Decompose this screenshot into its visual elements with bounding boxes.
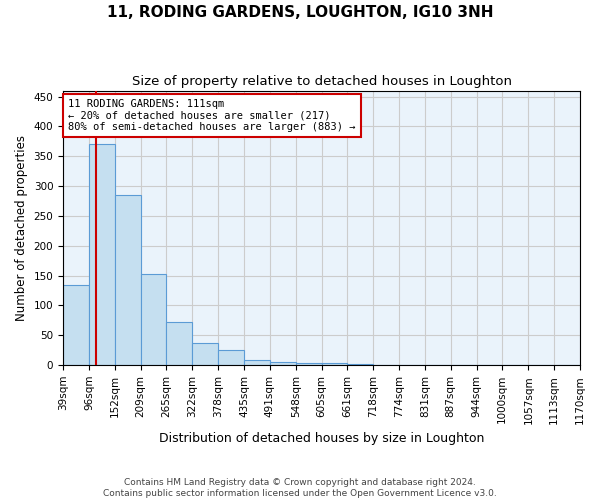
X-axis label: Distribution of detached houses by size in Loughton: Distribution of detached houses by size …: [159, 432, 484, 445]
Bar: [63, 284, 89, 365]
Bar: [296, 363, 322, 365]
Bar: [115, 195, 141, 365]
Text: 11 RODING GARDENS: 111sqm
← 20% of detached houses are smaller (217)
80% of semi: 11 RODING GARDENS: 111sqm ← 20% of detac…: [68, 99, 356, 132]
Bar: [373, 364, 399, 365]
Bar: [269, 362, 296, 365]
Bar: [89, 144, 115, 365]
Y-axis label: Number of detached properties: Number of detached properties: [15, 135, 28, 321]
Bar: [166, 322, 193, 365]
Text: 11, RODING GARDENS, LOUGHTON, IG10 3NH: 11, RODING GARDENS, LOUGHTON, IG10 3NH: [107, 5, 493, 20]
Title: Size of property relative to detached houses in Loughton: Size of property relative to detached ho…: [131, 75, 512, 88]
Bar: [141, 274, 166, 365]
Bar: [399, 364, 425, 365]
Bar: [244, 360, 269, 365]
Bar: [193, 343, 218, 365]
Text: Contains HM Land Registry data © Crown copyright and database right 2024.
Contai: Contains HM Land Registry data © Crown c…: [103, 478, 497, 498]
Bar: [322, 364, 347, 365]
Bar: [218, 350, 244, 365]
Bar: [347, 364, 373, 365]
